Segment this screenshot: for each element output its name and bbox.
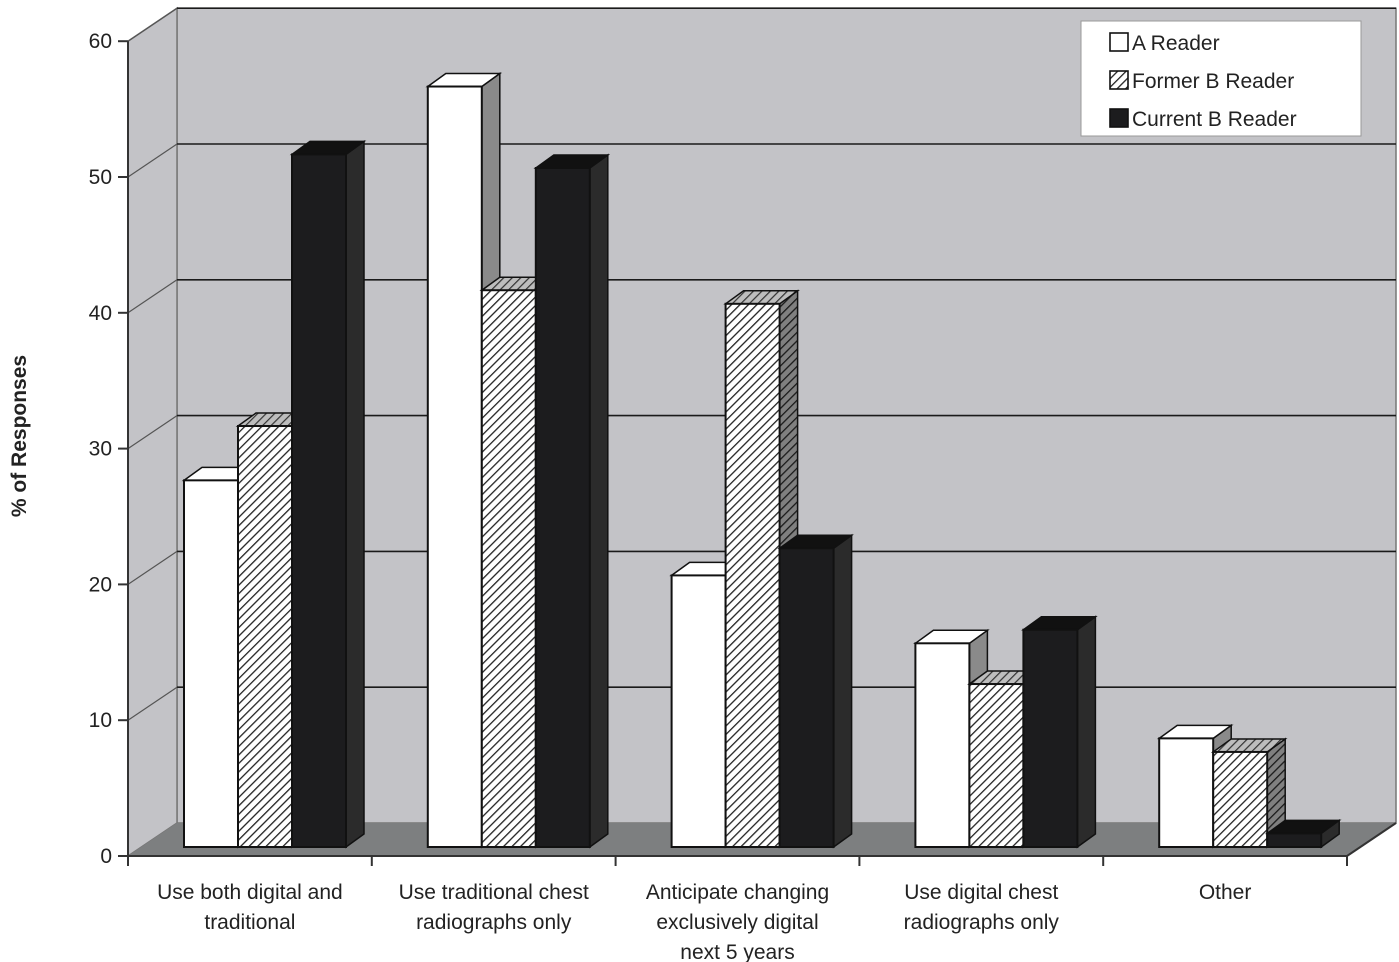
bar-current-b-reader-5 — [1264, 818, 1342, 849]
x-tick-label: Use digital chest radiographs only — [904, 881, 1060, 934]
bar-front — [670, 574, 727, 849]
legend-label-a-reader: A Reader — [1132, 32, 1220, 55]
bar-front — [778, 547, 835, 848]
bar-front — [426, 85, 483, 848]
bars — [181, 72, 1342, 849]
x-tick-label-line: next 5 years — [680, 941, 794, 962]
bar-current-b-reader-2 — [533, 153, 611, 849]
floor-edge — [1346, 822, 1397, 857]
x-tick-label-line: radiographs only — [904, 911, 1060, 934]
y-tick-label: 60 — [89, 30, 112, 53]
gridline-side — [127, 550, 178, 585]
x-tick-label-line: Other — [1199, 881, 1252, 904]
x-tick-label: Use traditional chest radiographs only — [399, 881, 589, 934]
gridline-side — [127, 415, 178, 450]
x-tick-label: Anticipate changing exclusively digital ne… — [646, 881, 829, 962]
x-tick-label: Other — [1199, 881, 1252, 904]
y-tick-label: 20 — [89, 573, 112, 596]
x-tick-label-line: Use digital chest — [904, 881, 1058, 904]
legend-swatch-current-b-reader — [1109, 108, 1129, 128]
bar-side — [589, 153, 609, 849]
bar-current-b-reader-3 — [777, 533, 854, 849]
x-axis-labels: Use both digital and traditional Use tradi… — [157, 881, 1251, 962]
bar-front — [534, 167, 591, 848]
legend-swatch-former-b-reader — [1109, 70, 1129, 90]
bar-front — [914, 642, 971, 848]
y-tick-label: 50 — [89, 166, 112, 189]
bar-front — [1212, 750, 1269, 848]
bar-current-b-reader-4 — [1021, 615, 1098, 849]
y-axis-title: % of Responses — [8, 355, 31, 517]
gridlines — [127, 7, 1396, 721]
bar-side — [345, 139, 365, 849]
legend-label-current-b-reader: Current B Reader — [1132, 108, 1297, 131]
bar-front — [1158, 737, 1215, 848]
x-tick-label-line: Anticipate changing — [646, 881, 829, 904]
bar-side — [832, 533, 853, 849]
bar-front — [291, 153, 347, 849]
bar-front — [237, 425, 293, 848]
y-tick-label: 30 — [89, 438, 112, 461]
x-tick-label-line: traditional — [204, 911, 295, 934]
bar-current-b-reader-1 — [289, 139, 367, 849]
x-tick-label-line: Use traditional chest — [399, 881, 589, 904]
gridline-side — [127, 7, 178, 42]
y-tick-label: 0 — [100, 845, 112, 868]
legend-swatch-a-reader — [1109, 32, 1129, 52]
gridline-side — [127, 686, 178, 721]
y-tick-label: 10 — [89, 709, 112, 732]
y-tick-label: 40 — [89, 302, 112, 325]
bar-front — [480, 289, 537, 849]
bar-front — [968, 683, 1025, 848]
gridline-side — [127, 143, 178, 178]
legend: A Reader Former B Reader Current B Reader — [1080, 20, 1362, 137]
x-tick-label-line: Use both digital and — [157, 881, 343, 904]
bar-front — [1266, 832, 1323, 848]
x-tick-label-line: exclusively digital — [656, 911, 818, 934]
bar-side — [1076, 615, 1097, 849]
axes — [118, 40, 1397, 866]
gridline-side — [127, 279, 178, 314]
y-axis-tick-labels: 0 10 20 30 40 50 60 — [89, 30, 112, 868]
legend-label-former-b-reader: Former B Reader — [1132, 70, 1294, 93]
bar-front — [1022, 628, 1079, 848]
x-tick-label-line: radiographs only — [416, 911, 572, 934]
bar-front — [183, 479, 239, 848]
bar-front — [724, 302, 781, 848]
x-tick-label: Use both digital and traditional — [157, 881, 343, 934]
bar-former-b-reader-5 — [1210, 737, 1288, 849]
